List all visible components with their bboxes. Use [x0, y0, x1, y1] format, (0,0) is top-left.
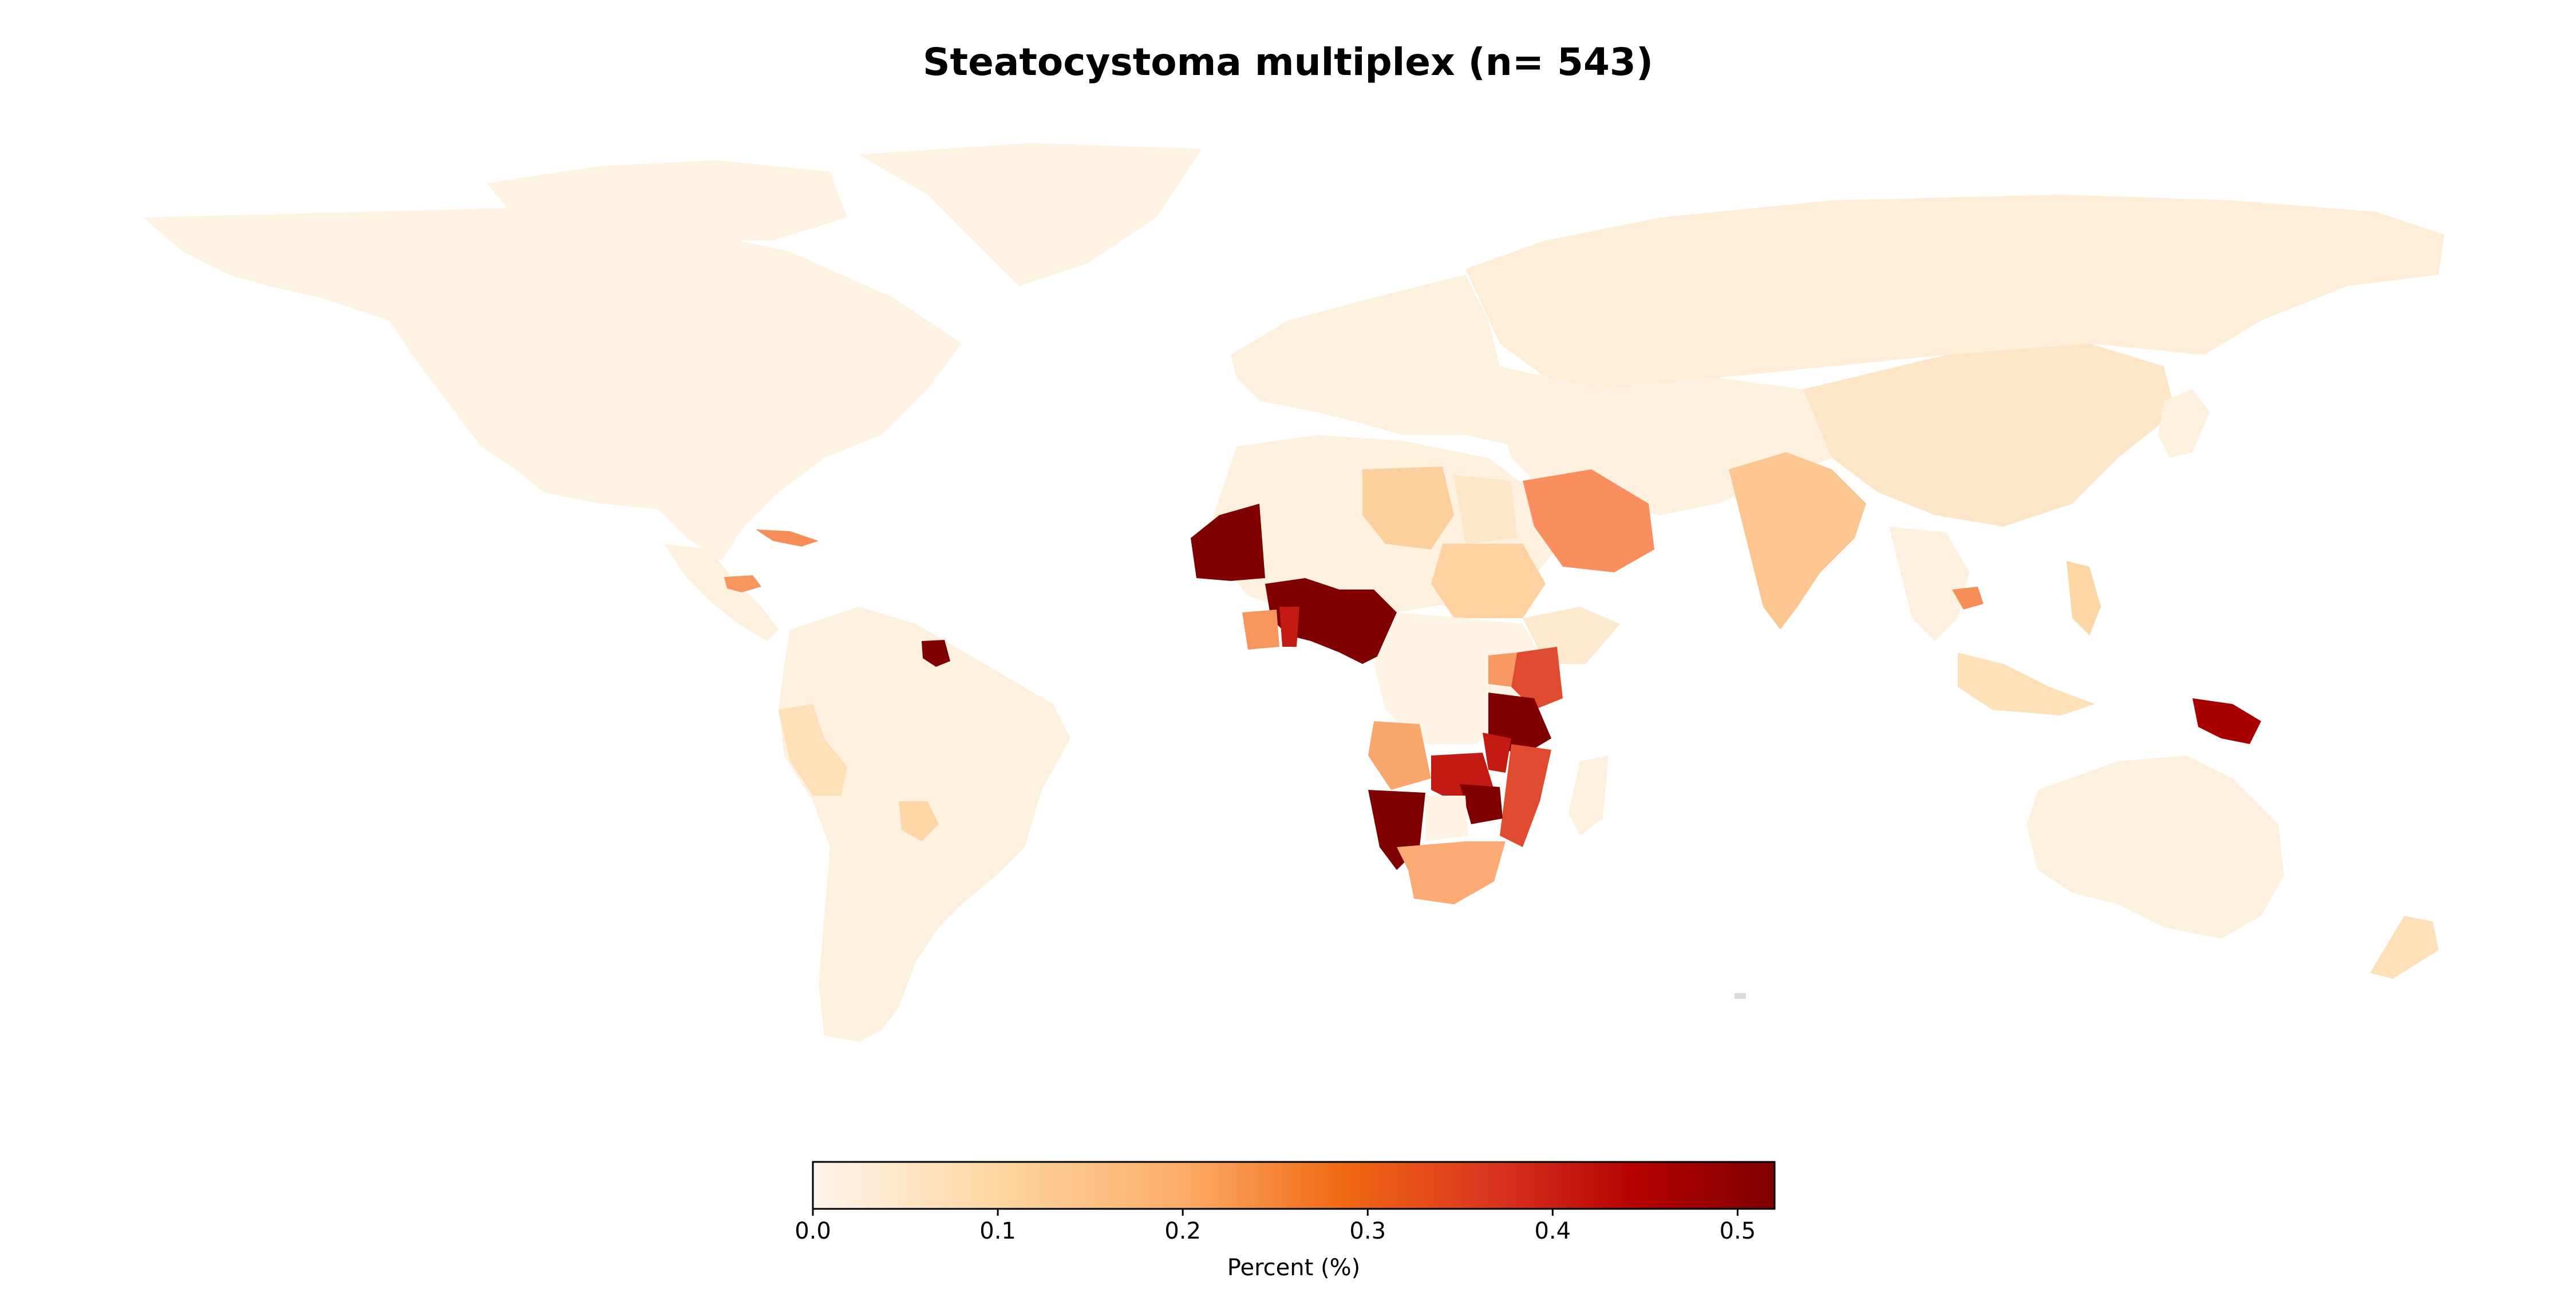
region-indonesia[interactable]: [1958, 652, 2095, 715]
region-mauritania[interactable]: [1191, 504, 1265, 581]
colorbar-gradient: [812, 1161, 1776, 1210]
region-new-zealand[interactable]: [2370, 916, 2439, 979]
region-madagascar[interactable]: [1568, 756, 1609, 836]
region-egypt[interactable]: [1454, 475, 1517, 544]
region-mozambique[interactable]: [1500, 744, 1551, 847]
region-botswana[interactable]: [1425, 796, 1468, 841]
colorbar-tick-label: 0.3: [1349, 1218, 1386, 1244]
colorbar-tick-label: 0.5: [1719, 1218, 1756, 1244]
region-india[interactable]: [1729, 452, 1866, 630]
colorbar-label: Percent (%): [1227, 1255, 1361, 1281]
region-japan[interactable]: [2158, 389, 2210, 458]
region-angola[interactable]: [1368, 721, 1431, 790]
region-suriname[interactable]: [922, 640, 950, 667]
region-libya[interactable]: [1362, 466, 1454, 549]
region-europe[interactable]: [1231, 275, 1580, 446]
region-honduras[interactable]: [724, 575, 761, 592]
region-cote-divoire[interactable]: [1242, 610, 1279, 650]
colorbar-tick-label: 0.0: [795, 1218, 831, 1244]
region-ghana[interactable]: [1279, 607, 1299, 647]
region-greenland[interactable]: [859, 143, 1202, 286]
region-philippines[interactable]: [2067, 561, 2101, 635]
region-paraguay[interactable]: [899, 801, 939, 841]
region-cuba[interactable]: [756, 529, 819, 547]
region-central-america[interactable]: [664, 544, 779, 641]
region-west-africa[interactable]: [1265, 578, 1397, 664]
region-zimbabwe[interactable]: [1460, 784, 1503, 824]
region-kenya[interactable]: [1511, 647, 1563, 710]
region-malawi[interactable]: [1483, 733, 1511, 773]
region-china[interactable]: [1803, 343, 2175, 527]
region-southeast-asia[interactable]: [1889, 527, 1969, 641]
region-cambodia[interactable]: [1952, 587, 1984, 610]
region-russia[interactable]: [1465, 195, 2444, 389]
region-peru[interactable]: [779, 704, 847, 796]
region-no-data-island: [1735, 993, 1746, 999]
region-north-america[interactable]: [143, 206, 962, 561]
map-title: Steatocystoma multiplex (n= 543): [923, 40, 1653, 84]
colorbar-tick-label: 0.1: [979, 1218, 1016, 1244]
colorbar: [812, 1161, 1776, 1216]
colorbar-tick-label: 0.4: [1534, 1218, 1571, 1244]
region-south-africa[interactable]: [1397, 841, 1506, 904]
region-sudan[interactable]: [1431, 544, 1546, 618]
region-australia[interactable]: [2026, 756, 2284, 939]
region-papua-new-guinea[interactable]: [2192, 698, 2261, 744]
country-layer: [143, 143, 2444, 1042]
region-uganda[interactable]: [1488, 652, 1517, 687]
region-arctic-islands[interactable]: [487, 160, 847, 240]
colorbar-tick-label: 0.2: [1164, 1218, 1201, 1244]
region-saudi-arabia[interactable]: [1523, 469, 1654, 572]
colorbar-ticks: [812, 1209, 1739, 1216]
